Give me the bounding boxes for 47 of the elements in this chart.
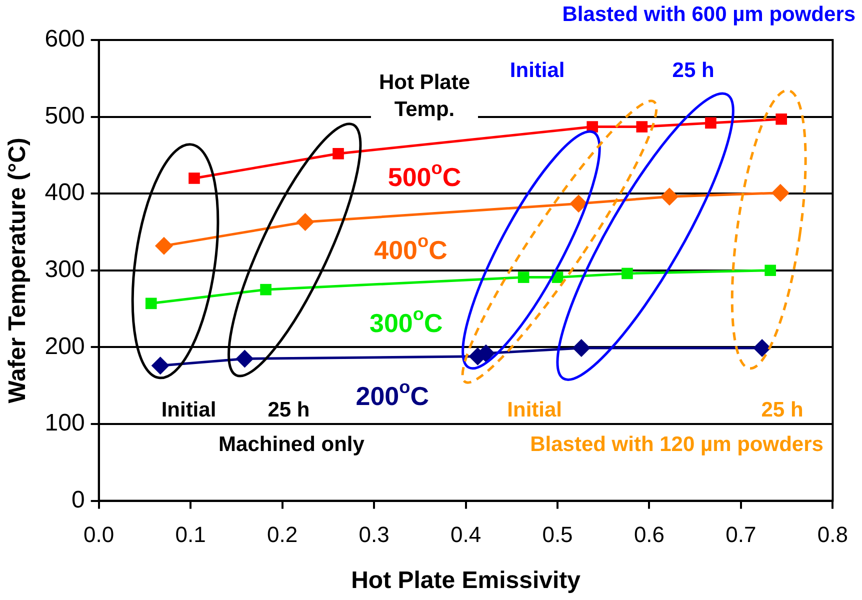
x-tick-label: 0.6 <box>634 522 665 548</box>
annotation: 25 h <box>268 398 310 422</box>
y-tick-label: 400 <box>44 179 85 206</box>
annotation: Machined only <box>218 432 365 456</box>
point <box>188 172 200 184</box>
point <box>622 268 633 280</box>
x-tick-label: 0.8 <box>817 522 848 548</box>
annotation: Hot Plate Temp. <box>378 71 470 122</box>
y-axis-title: Wafer Temperature (°C) <box>4 138 32 404</box>
point <box>776 113 787 125</box>
y-tick-label: 200 <box>44 332 85 360</box>
point <box>154 236 173 255</box>
point <box>296 213 314 232</box>
x-tick-label: 0.2 <box>267 522 298 548</box>
y-tick-label: 600 <box>44 26 85 53</box>
point <box>518 272 530 283</box>
annotation: 25 h <box>672 58 714 82</box>
x-tick-label: 0.5 <box>542 522 573 548</box>
point <box>151 356 170 375</box>
y-tick-label: 100 <box>44 410 85 437</box>
point <box>332 148 344 160</box>
annotation: Blasted with 120 µm powders <box>530 432 824 456</box>
x-tick-label: 0.3 <box>358 522 390 548</box>
annotation: Initial <box>161 398 216 422</box>
point <box>236 350 254 368</box>
point <box>660 188 678 206</box>
point <box>753 338 772 357</box>
x-axis-title: Hot Plate Emissivity <box>351 567 582 594</box>
x-tick-label: 0.1 <box>175 522 206 548</box>
text: Blasted with 600 µm powders <box>562 2 856 26</box>
y-tick-label: 500 <box>44 102 85 130</box>
point <box>572 338 590 357</box>
point <box>764 264 776 276</box>
x-tick-label: 0.0 <box>84 522 114 548</box>
y-tick-label: 300 <box>44 256 85 284</box>
point <box>260 284 272 296</box>
point <box>771 184 790 202</box>
point <box>636 121 648 132</box>
y-tick-label: 0 <box>71 486 85 514</box>
point <box>705 117 716 129</box>
annotation: Initial <box>510 58 565 82</box>
point <box>145 298 157 310</box>
annotation: Initial <box>507 398 562 422</box>
x-tick-label: 0.7 <box>726 522 756 548</box>
annotation: 25 h <box>761 398 804 422</box>
x-tick-label: 0.4 <box>450 522 482 548</box>
point <box>570 194 588 213</box>
